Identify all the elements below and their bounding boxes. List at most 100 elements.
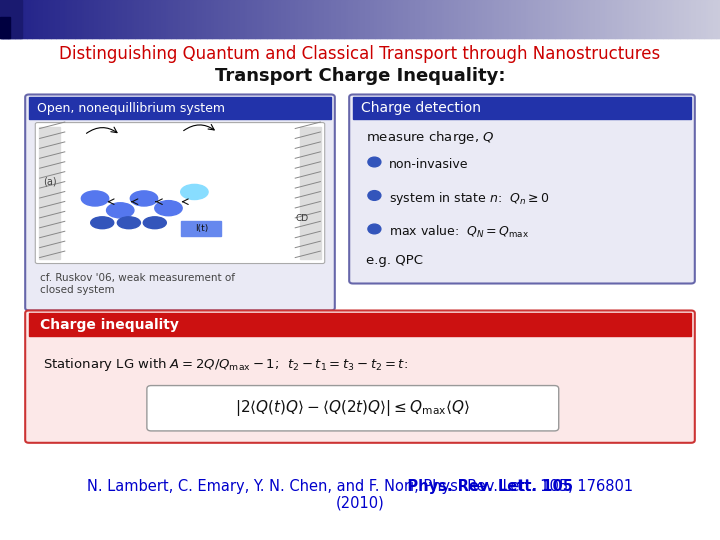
Bar [581, 0, 585, 38]
Bar [0, 17, 10, 38]
Bar [181, 221, 221, 236]
Circle shape [368, 191, 381, 200]
Bar [614, 0, 618, 38]
Text: N. Lambert, C. Emary, Y. N. Chen, and F. Nori, Phys. Rev. Lett. 105, 176801: N. Lambert, C. Emary, Y. N. Chen, and F.… [87, 478, 633, 494]
Bar [679, 0, 683, 38]
Bar [125, 0, 129, 38]
Bar [547, 0, 551, 38]
Bar [27, 0, 30, 38]
Bar [360, 0, 364, 38]
Bar [415, 0, 419, 38]
Bar [701, 0, 705, 38]
Bar [192, 0, 196, 38]
Bar [427, 0, 431, 38]
Bar [353, 97, 691, 119]
Text: Transport Charge Inequality:: Transport Charge Inequality: [215, 66, 505, 85]
Bar [504, 0, 508, 38]
Bar [490, 0, 493, 38]
Bar [391, 0, 395, 38]
Bar [5, 0, 9, 38]
Bar [492, 0, 496, 38]
Bar [336, 0, 340, 38]
Text: (2010): (2010) [336, 496, 384, 511]
Bar [708, 0, 712, 38]
Bar [144, 0, 148, 38]
Bar [372, 0, 376, 38]
Text: Open, nonequillibrium system: Open, nonequillibrium system [37, 102, 225, 114]
Bar [348, 0, 352, 38]
Text: Charge detection: Charge detection [361, 101, 482, 115]
Bar [81, 0, 86, 38]
Bar [310, 0, 313, 38]
Bar [521, 0, 525, 38]
Bar [36, 0, 40, 38]
Bar [634, 0, 637, 38]
Bar [398, 0, 402, 38]
Bar [168, 0, 172, 38]
Bar [487, 0, 491, 38]
Bar [506, 0, 510, 38]
Bar [439, 0, 443, 38]
Bar [706, 0, 709, 38]
Ellipse shape [143, 217, 166, 229]
Bar [495, 0, 498, 38]
Bar [473, 0, 477, 38]
Bar [449, 0, 453, 38]
Bar [598, 0, 601, 38]
Text: Charge inequality: Charge inequality [40, 318, 179, 332]
Bar [441, 0, 446, 38]
Bar [293, 0, 297, 38]
Bar [132, 0, 136, 38]
Bar [187, 0, 191, 38]
Bar [480, 0, 484, 38]
Bar [401, 0, 405, 38]
Bar [595, 0, 599, 38]
Bar [513, 0, 518, 38]
Bar [142, 0, 145, 38]
Bar [67, 0, 71, 38]
Bar [418, 0, 421, 38]
Bar [362, 0, 366, 38]
Bar [173, 0, 176, 38]
Bar [451, 0, 455, 38]
Bar [583, 0, 587, 38]
Bar [288, 0, 292, 38]
Circle shape [368, 224, 381, 234]
Bar [612, 0, 616, 38]
Bar [199, 0, 203, 38]
Bar [437, 0, 441, 38]
Ellipse shape [117, 217, 140, 229]
Bar [502, 0, 505, 38]
Bar [660, 0, 664, 38]
Bar [485, 0, 489, 38]
Bar [178, 0, 181, 38]
Bar [607, 0, 611, 38]
Bar [662, 0, 666, 38]
Bar [31, 0, 35, 38]
Bar [516, 0, 520, 38]
Bar [430, 0, 433, 38]
Bar [475, 0, 479, 38]
Bar [77, 0, 81, 38]
Bar [703, 0, 707, 38]
Bar [531, 0, 534, 38]
Bar [274, 0, 277, 38]
Bar [22, 0, 25, 38]
Bar [603, 0, 606, 38]
Bar [670, 0, 673, 38]
Bar [297, 0, 302, 38]
Bar [161, 0, 165, 38]
Bar [24, 0, 28, 38]
Bar [538, 0, 541, 38]
Bar [711, 0, 714, 38]
Bar [279, 0, 282, 38]
Bar [497, 0, 500, 38]
Bar [533, 0, 536, 38]
Bar [89, 0, 93, 38]
Bar [146, 0, 150, 38]
Bar [377, 0, 381, 38]
Bar [39, 127, 60, 259]
Bar [528, 0, 532, 38]
Bar [158, 0, 162, 38]
Bar [387, 0, 390, 38]
